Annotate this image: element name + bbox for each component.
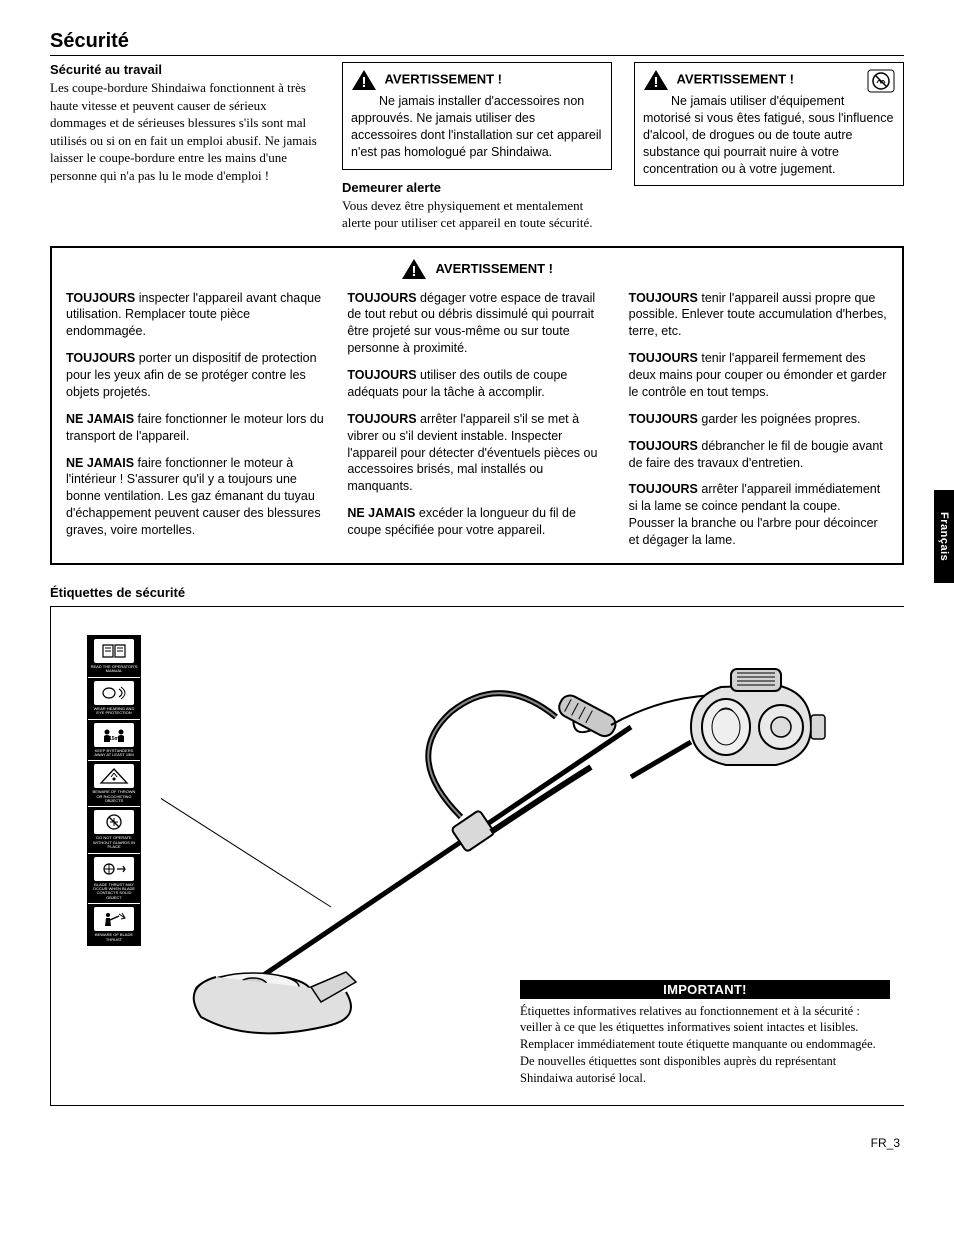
rules-col-1: TOUJOURS inspecter l'appareil avant chaq… [66, 290, 325, 549]
rule-item: TOUJOURS porter un dispositif de protect… [66, 350, 325, 401]
rule-item: NE JAMAIS faire fonctionner le moteur lo… [66, 411, 325, 445]
page-footer: FR_3 [50, 1136, 904, 1150]
warning-2-head: AVERTISSEMENT ! [676, 71, 794, 86]
label-bystanders: 15m KEEP BYSTANDERS AWAY AT LEAST 15M [88, 720, 140, 762]
safety-rules-box: ! AVERTISSEMENT ! TOUJOURS inspecter l'a… [50, 246, 904, 565]
warning-icon: ! [351, 69, 377, 91]
svg-text:!: ! [654, 74, 659, 91]
language-tab: Français [934, 490, 954, 583]
label-no-blade: DO NOT OPERATE WITHOUT GUARDS IN PLACE [88, 807, 140, 853]
important-block: IMPORTANT! Étiquettes informatives relat… [520, 980, 890, 1087]
svg-text:!: ! [362, 74, 367, 91]
warning-box-1: ! AVERTISSEMENT ! Ne jamais installer d'… [342, 62, 612, 170]
label-thrown-objects: BEWARE OF THROWN OR RICOCHETING OBJECTS [88, 761, 140, 807]
intro-body: Les coupe-bordure Shindaiwa fonctionnent… [50, 79, 320, 184]
rule-item: TOUJOURS tenir l'appareil aussi propre q… [629, 290, 888, 341]
rule-item: TOUJOURS arrêter l'appareil s'il se met … [347, 411, 606, 495]
rule-item: TOUJOURS garder les poignées propres. [629, 411, 888, 428]
rule-item: NE JAMAIS excéder la longueur du fil de … [347, 505, 606, 539]
rule-item: NE JAMAIS faire fonctionner le moteur à … [66, 455, 325, 539]
safety-label-stack: READ THE OPERATOR'S MANUAL WEAR HEARING … [87, 635, 141, 946]
important-body: Étiquettes informatives relatives au fon… [520, 999, 890, 1087]
top-columns: Sécurité au travail Les coupe-bordure Sh… [50, 62, 904, 232]
svg-text:!: ! [412, 263, 417, 280]
warning-2-body: Ne jamais utiliser d'équipement motorisé… [643, 93, 895, 177]
rules-head-text: AVERTISSEMENT ! [435, 261, 553, 276]
rule-item: TOUJOURS utiliser des outils de coupe ad… [347, 367, 606, 401]
warning-box-2: ! AVERTISSEMENT ! Ne jamais utiliser d'é… [634, 62, 904, 186]
warning-icon: ! [401, 258, 427, 280]
rule-item: TOUJOURS arrêter l'appareil immédiatemen… [629, 481, 888, 549]
warning-1-body: Ne jamais installer d'accessoires non ap… [351, 93, 603, 161]
label-thrust-warning: BEWARE OF BLADE THRUST [88, 904, 140, 945]
rules-head: ! AVERTISSEMENT ! [66, 258, 888, 280]
safety-labels-diagram: READ THE OPERATOR'S MANUAL WEAR HEARING … [50, 606, 904, 1106]
warning-1-head: AVERTISSEMENT ! [384, 71, 502, 86]
label-read-manual: READ THE OPERATOR'S MANUAL [88, 636, 140, 678]
middle-column: ! AVERTISSEMENT ! Ne jamais installer d'… [342, 62, 612, 232]
rule-item: TOUJOURS inspecter l'appareil avant chaq… [66, 290, 325, 341]
warning-icon: ! [643, 69, 669, 91]
page-title: Sécurité [50, 30, 904, 56]
intro-subhead: Sécurité au travail [50, 62, 320, 77]
alert-body: Vous devez être physiquement et mentalem… [342, 197, 612, 232]
label-blade-thrust: BLADE THRUST MAY OCCUR WHEN BLADE CONTAC… [88, 854, 140, 905]
label-hearing-eye: WEAR HEARING AND EYE PROTECTION [88, 678, 140, 720]
rules-col-3: TOUJOURS tenir l'appareil aussi propre q… [629, 290, 888, 549]
rules-col-2: TOUJOURS dégager votre espace de travail… [347, 290, 606, 549]
rule-item: TOUJOURS dégager votre espace de travail… [347, 290, 606, 358]
intro-column: Sécurité au travail Les coupe-bordure Sh… [50, 62, 320, 232]
right-column: ! AVERTISSEMENT ! Ne jamais utiliser d'é… [634, 62, 904, 232]
svg-text:15m: 15m [109, 736, 120, 742]
rule-item: TOUJOURS tenir l'appareil fermement des … [629, 350, 888, 401]
labels-title: Étiquettes de sécurité [50, 585, 904, 600]
important-head: IMPORTANT! [520, 980, 890, 999]
rule-item: TOUJOURS débrancher le fil de bougie ava… [629, 438, 888, 472]
no-substance-icon [867, 69, 895, 98]
page-content: Sécurité Sécurité au travail Les coupe-b… [50, 30, 904, 1150]
alert-subhead: Demeurer alerte [342, 180, 612, 195]
